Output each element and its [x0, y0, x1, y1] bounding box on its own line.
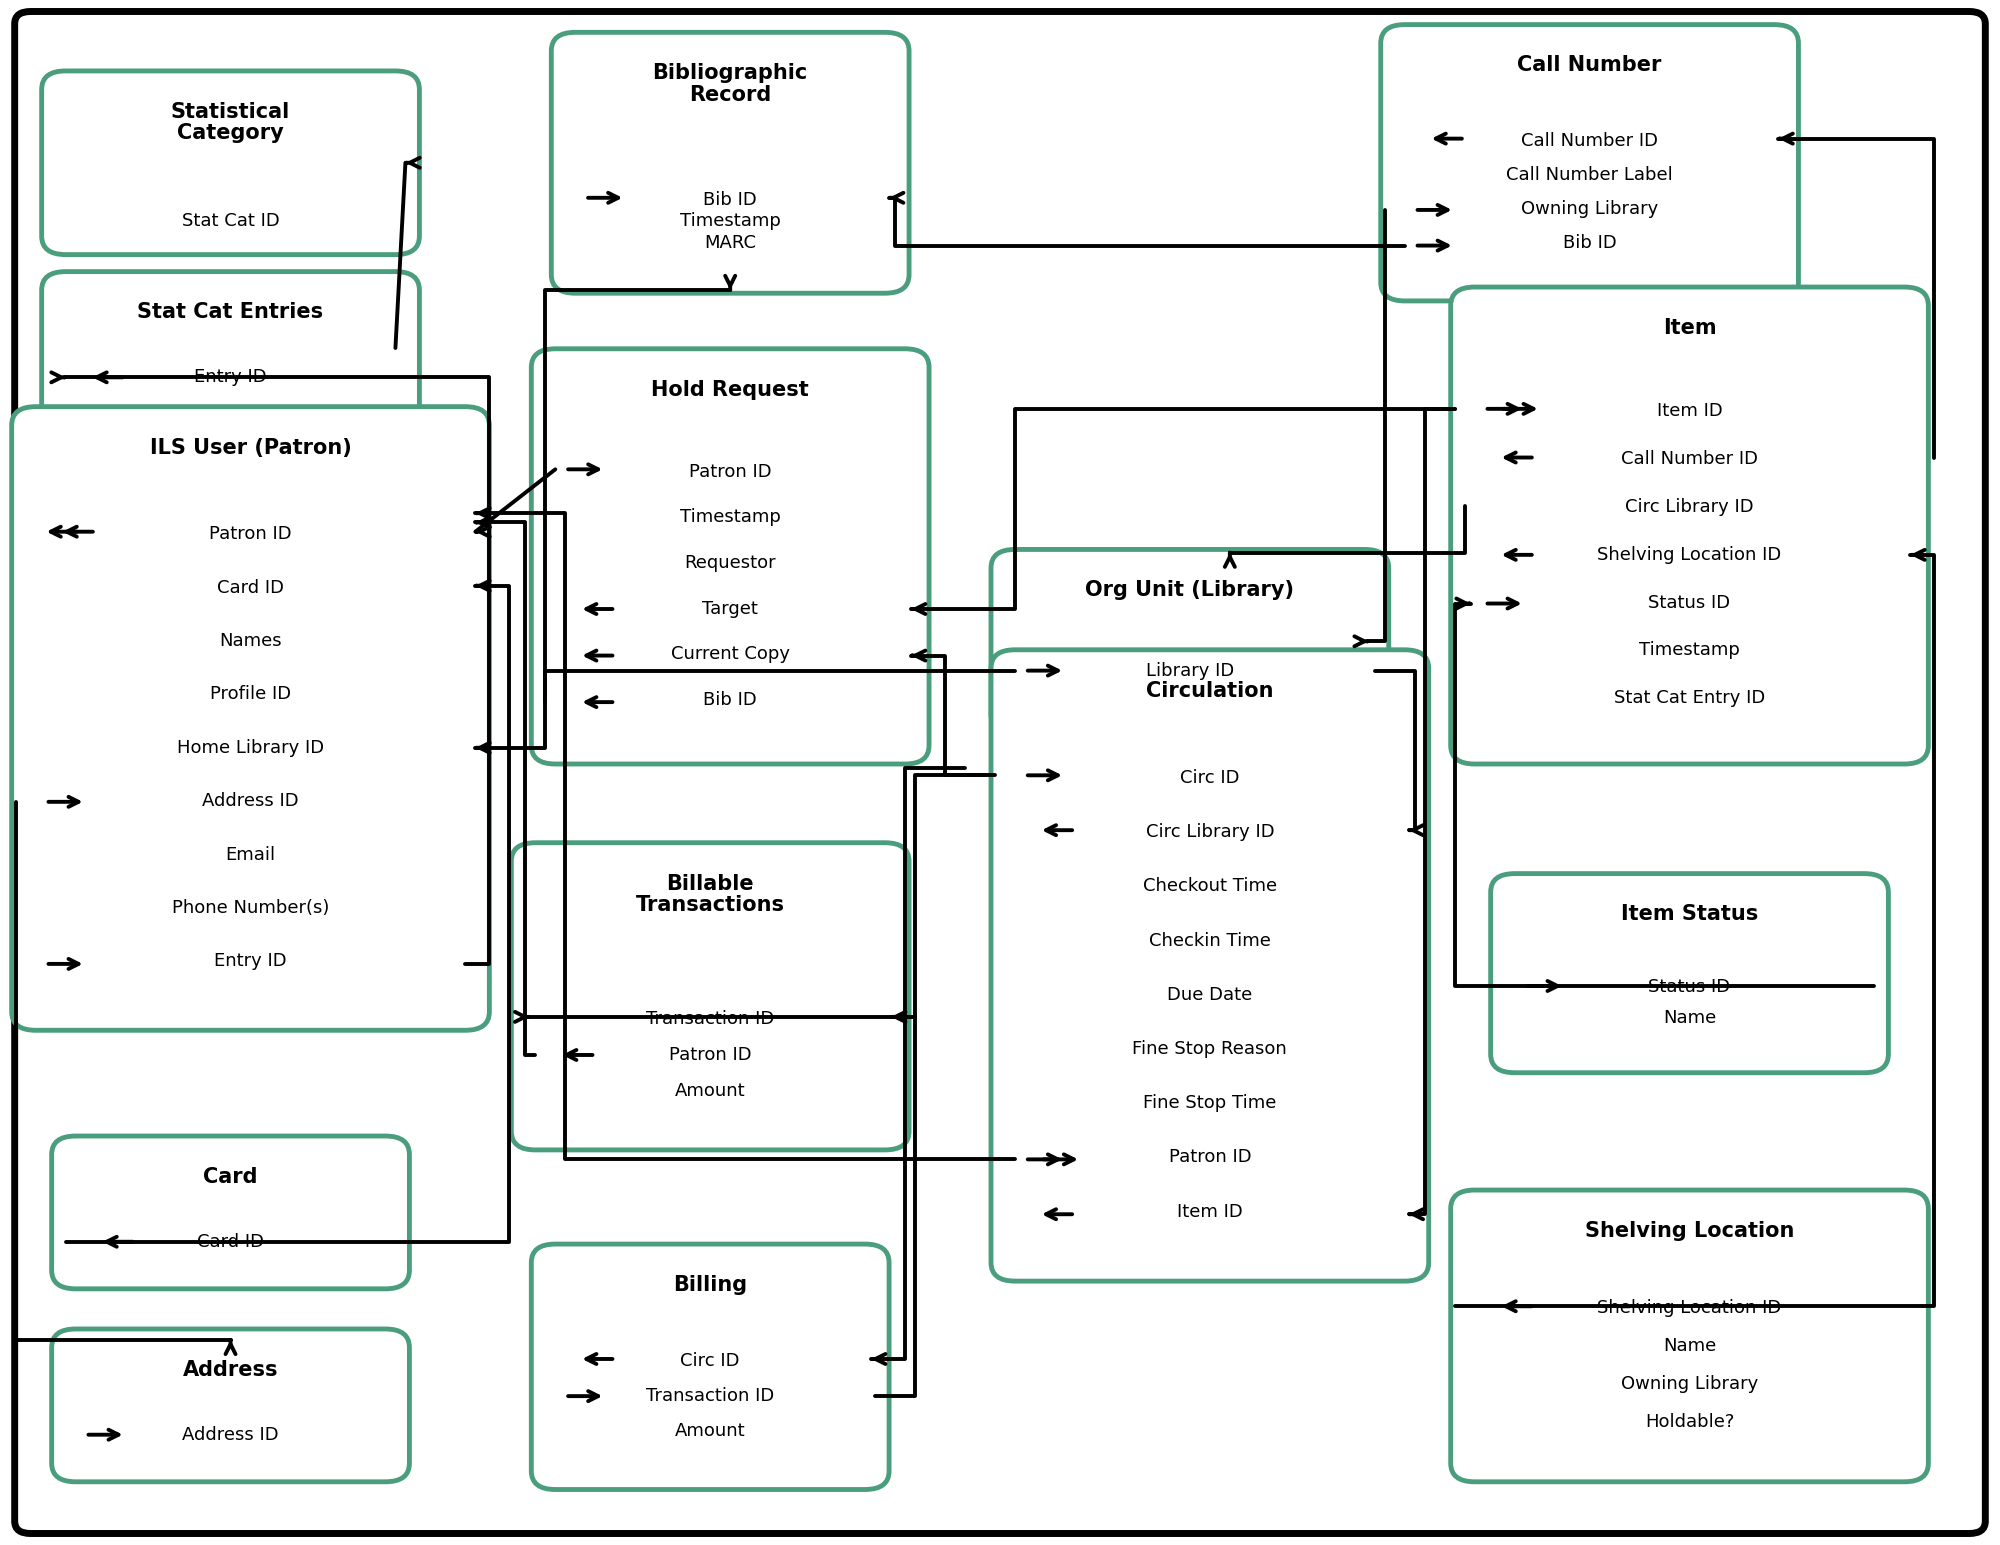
Text: Amount: Amount [674, 1082, 746, 1100]
Text: Names: Names [220, 632, 282, 650]
Text: Patron ID: Patron ID [668, 1046, 752, 1065]
Text: Circ ID: Circ ID [1180, 769, 1240, 786]
Text: Status ID: Status ID [1648, 978, 1730, 997]
Text: Library ID: Library ID [1146, 661, 1234, 680]
FancyBboxPatch shape [1380, 25, 1798, 301]
Text: Circ Library ID: Circ Library ID [1626, 497, 1754, 516]
Text: Address ID: Address ID [202, 793, 298, 810]
Text: Shelving Location ID: Shelving Location ID [1598, 1299, 1782, 1318]
Text: Card ID: Card ID [218, 579, 284, 596]
FancyBboxPatch shape [14, 11, 1986, 1534]
Text: Call Number ID: Call Number ID [1622, 450, 1758, 468]
Text: Fine Stop Reason: Fine Stop Reason [1132, 1040, 1288, 1058]
Text: Amount: Amount [674, 1423, 746, 1440]
Text: Shelving Location: Shelving Location [1584, 1221, 1794, 1241]
Text: Patron ID: Patron ID [688, 464, 772, 480]
Text: Patron ID: Patron ID [210, 525, 292, 544]
Text: Patron ID: Patron ID [1168, 1148, 1252, 1166]
Text: Card ID: Card ID [198, 1233, 264, 1251]
Text: Stat Cat ID: Stat Cat ID [182, 212, 280, 230]
Text: Transaction ID: Transaction ID [646, 1010, 774, 1027]
Text: Call Number: Call Number [1518, 56, 1662, 76]
FancyBboxPatch shape [1490, 873, 1888, 1072]
FancyBboxPatch shape [42, 71, 420, 255]
Text: Owning Library: Owning Library [1620, 1375, 1758, 1394]
Text: Entry ID: Entry ID [214, 952, 286, 970]
Text: Stat Cat Entry ID: Stat Cat Entry ID [1614, 689, 1766, 708]
Text: Name: Name [1662, 1009, 1716, 1026]
FancyBboxPatch shape [52, 1329, 410, 1482]
Text: Name: Name [1662, 1338, 1716, 1355]
FancyBboxPatch shape [532, 1244, 890, 1489]
Text: Email: Email [226, 845, 276, 864]
FancyBboxPatch shape [52, 1136, 410, 1289]
FancyBboxPatch shape [12, 406, 490, 1031]
Text: Hold Request: Hold Request [652, 380, 810, 400]
Text: Item ID: Item ID [1176, 1202, 1242, 1221]
Text: MARC: MARC [704, 235, 756, 252]
Text: Item ID: Item ID [1656, 402, 1722, 420]
Text: Target: Target [702, 599, 758, 618]
FancyBboxPatch shape [992, 550, 1388, 734]
Text: Entry ID: Entry ID [194, 368, 266, 386]
Text: Address ID: Address ID [182, 1426, 278, 1443]
FancyBboxPatch shape [42, 272, 420, 425]
Text: Bib ID: Bib ID [704, 190, 758, 209]
Text: Shelving Location ID: Shelving Location ID [1598, 545, 1782, 564]
Text: Call Number ID: Call Number ID [1522, 131, 1658, 150]
Text: Item: Item [1662, 318, 1716, 338]
Text: Stat Cat Entries: Stat Cat Entries [138, 303, 324, 323]
Text: Home Library ID: Home Library ID [176, 739, 324, 757]
Text: Timestamp: Timestamp [680, 508, 780, 527]
Text: Billable
Transactions: Billable Transactions [636, 873, 784, 915]
Text: Requestor: Requestor [684, 555, 776, 572]
FancyBboxPatch shape [532, 349, 930, 765]
FancyBboxPatch shape [1450, 1190, 1928, 1482]
Text: Checkout Time: Checkout Time [1142, 878, 1276, 896]
Text: Bibliographic
Record: Bibliographic Record [652, 63, 808, 105]
Text: Owning Library: Owning Library [1520, 201, 1658, 218]
FancyBboxPatch shape [992, 650, 1428, 1281]
Text: Address: Address [182, 1360, 278, 1380]
Text: Bib ID: Bib ID [704, 691, 758, 709]
Text: Timestamp: Timestamp [680, 212, 780, 230]
Text: Card: Card [204, 1166, 258, 1187]
Text: Statistical
Category: Statistical Category [170, 102, 290, 144]
Text: Due Date: Due Date [1168, 986, 1252, 1004]
Text: Item Status: Item Status [1620, 904, 1758, 924]
Text: Bib ID: Bib ID [1562, 235, 1616, 252]
FancyBboxPatch shape [512, 842, 910, 1149]
Text: Circulation: Circulation [1146, 681, 1274, 700]
Text: Current Copy: Current Copy [670, 646, 790, 663]
Text: Circ ID: Circ ID [680, 1352, 740, 1370]
Text: Profile ID: Profile ID [210, 686, 292, 703]
Text: Org Unit (Library): Org Unit (Library) [1086, 581, 1294, 601]
Text: Status ID: Status ID [1648, 593, 1730, 612]
Text: Billing: Billing [674, 1275, 748, 1295]
Text: Transaction ID: Transaction ID [646, 1387, 774, 1404]
Text: Circ Library ID: Circ Library ID [1146, 823, 1274, 840]
Text: ILS User (Patron): ILS User (Patron) [150, 437, 352, 457]
Text: Phone Number(s): Phone Number(s) [172, 899, 330, 916]
Text: Holdable?: Holdable? [1644, 1414, 1734, 1431]
Text: Fine Stop Time: Fine Stop Time [1144, 1094, 1276, 1112]
FancyBboxPatch shape [552, 32, 910, 294]
Text: Call Number Label: Call Number Label [1506, 165, 1672, 184]
Text: Checkin Time: Checkin Time [1148, 932, 1270, 950]
FancyBboxPatch shape [1450, 287, 1928, 765]
Text: Timestamp: Timestamp [1640, 641, 1740, 660]
